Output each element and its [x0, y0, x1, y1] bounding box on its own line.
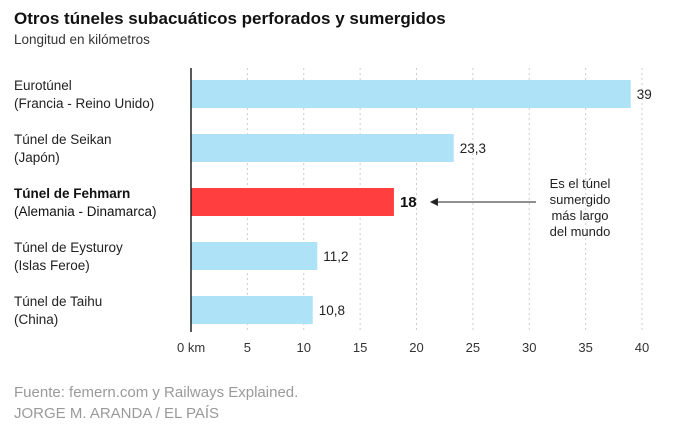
- x-tick-label: 30: [522, 340, 536, 355]
- value-label: 18: [400, 194, 417, 211]
- x-tick-label: 10: [297, 340, 311, 355]
- bar: [191, 296, 313, 324]
- category-label: Túnel de Fehmarn (Alemania - Dinamarca): [14, 186, 157, 219]
- credit-note: JORGE M. ARANDA / EL PAÍS: [14, 405, 219, 422]
- bar: [191, 80, 631, 108]
- annotation-arrow-head: [429, 198, 438, 206]
- value-label: 23,3: [460, 141, 486, 156]
- category-label: Eurotúnel (Francia - Reino Unido): [14, 78, 154, 111]
- annotation-line: del mundo: [550, 224, 611, 239]
- bar-highlight: [191, 188, 394, 216]
- value-label: 11,2: [323, 249, 348, 264]
- chart-subtitle: Longitud en kilómetros: [14, 32, 150, 47]
- bar: [191, 242, 318, 270]
- annotation-line: Es el túnel: [550, 176, 611, 191]
- category-name: Túnel de Fehmarn: [14, 186, 130, 201]
- category-label: Túnel de Eysturoy (Islas Feroe): [14, 240, 123, 273]
- category-label: Túnel de Seikan (Japón): [14, 132, 112, 165]
- x-tick-label: 35: [578, 340, 592, 355]
- annotation-text: Es el túnel sumergido más largo del mundo: [550, 176, 611, 239]
- annotation-line: sumergido: [550, 192, 611, 207]
- bars: Eurotúnel (Francia - Reino Unido) 39 Túnel …: [14, 78, 652, 327]
- category-name: Túnel de Seikan: [14, 132, 112, 147]
- source-note: Fuente: femern.com y Railways Explained.: [14, 384, 298, 401]
- chart-title: Otros túneles subacuáticos perforados y …: [14, 9, 446, 28]
- x-tick-label: 0 km: [177, 340, 205, 355]
- x-tick-label: 15: [353, 340, 367, 355]
- category-region: (Francia - Reino Unido): [14, 96, 154, 111]
- category-region: (Japón): [14, 150, 60, 165]
- value-label: 10,8: [319, 303, 345, 318]
- x-axis-ticks: 0 km 5 10 15 20 25 30 35 40: [177, 340, 649, 355]
- category-region: (Alemania - Dinamarca): [14, 204, 157, 219]
- annotation-line: más largo: [551, 208, 608, 223]
- bar: [191, 134, 454, 162]
- x-tick-label: 20: [409, 340, 423, 355]
- category-label: Túnel de Taihu (China): [14, 294, 102, 327]
- category-name: Túnel de Eysturoy: [14, 240, 123, 255]
- annotation: Es el túnel sumergido más largo del mundo: [429, 176, 611, 239]
- x-tick-label: 25: [466, 340, 480, 355]
- value-label: 39: [637, 87, 652, 102]
- category-name: Eurotúnel: [14, 78, 72, 93]
- x-tick-label: 5: [244, 340, 251, 355]
- category-region: (China): [14, 312, 58, 327]
- category-region: (Islas Feroe): [14, 258, 90, 273]
- x-tick-label: 40: [635, 340, 649, 355]
- category-name: Túnel de Taihu: [14, 294, 102, 309]
